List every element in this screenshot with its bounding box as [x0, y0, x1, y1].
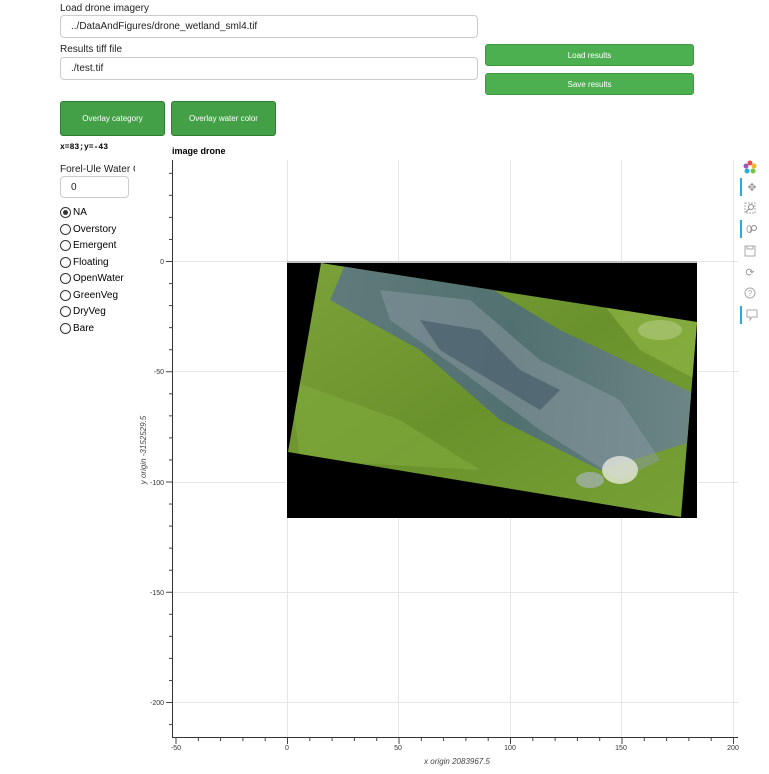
radio-label: DryVeg [73, 305, 106, 317]
x-axis-label: x origin 2083967.5 [423, 757, 490, 766]
load-results-button[interactable]: Load results [485, 44, 694, 66]
svg-text:?: ? [748, 289, 753, 298]
radio-label: Overstory [73, 223, 117, 235]
overlay-category-button[interactable]: Overlay category [60, 101, 165, 136]
x-axis-ticks: -50 0 50 100 150 200 [171, 745, 739, 752]
x-tick-label: 200 [727, 745, 739, 752]
save-icon[interactable] [740, 242, 760, 260]
y-tick-label: -100 [150, 480, 164, 487]
radio-label: Bare [73, 322, 95, 334]
x-tick-label: 0 [285, 745, 289, 752]
reset-icon[interactable]: ⟳ [745, 266, 755, 279]
radio-bare[interactable]: Bare [60, 321, 94, 335]
radio-label: NA [73, 206, 87, 218]
x-tick-label: -50 [171, 745, 181, 752]
radio-greenveg[interactable]: GreenVeg [60, 288, 118, 302]
radio-indicator [60, 305, 71, 317]
radio-label: Emergent [73, 239, 117, 251]
cursor-coordinates: x=83;y=-43 [60, 143, 109, 152]
save-results-button[interactable]: Save results [485, 73, 694, 95]
bokeh-logo-icon[interactable] [740, 158, 760, 176]
radio-indicator [60, 322, 71, 334]
hover-icon[interactable] [740, 306, 762, 324]
radio-emergent[interactable]: Emergent [60, 238, 116, 252]
x-tick-label: 50 [394, 745, 402, 752]
radio-dryveg[interactable]: DryVeg [60, 304, 106, 318]
y-tick-label: -50 [154, 369, 164, 376]
axis-minor-ticks [166, 172, 734, 744]
radio-overstory[interactable]: Overstory [60, 222, 116, 236]
radio-indicator [60, 223, 71, 235]
plot-title: image drone [172, 146, 226, 156]
plot-axes [172, 160, 738, 738]
drone-raster-image [287, 261, 697, 518]
x-tick-label: 100 [504, 745, 516, 752]
x-tick-label: 150 [615, 745, 627, 752]
radio-label: Floating [73, 256, 109, 268]
forel-ule-input[interactable]: 0 [60, 176, 129, 198]
forel-ule-label: Forel-Ule Water C [60, 164, 135, 175]
radio-indicator [60, 272, 71, 284]
y-axis-label: y origin -3152529.5 [139, 415, 148, 485]
pan-icon[interactable]: ✥ [740, 178, 762, 196]
radio-indicator [60, 256, 71, 268]
overlay-water-color-button[interactable]: Overlay water color [171, 101, 276, 136]
radio-openwater[interactable]: OpenWater [60, 271, 124, 285]
load-imagery-label: Load drone imagery [60, 3, 149, 14]
y-tick-label: 0 [160, 259, 164, 266]
radio-label: OpenWater [73, 272, 124, 284]
y-tick-label: -200 [150, 700, 164, 707]
wheel-zoom-icon[interactable] [740, 220, 762, 238]
y-tick-label: -150 [150, 590, 164, 597]
y-axis-ticks: 0 -50 -100 -150 -200 [150, 259, 164, 707]
help-icon[interactable]: ? [740, 284, 760, 302]
radio-indicator [60, 206, 71, 218]
radio-na[interactable]: NA [60, 205, 87, 219]
box-zoom-icon[interactable] [740, 199, 760, 217]
radio-label: GreenVeg [73, 289, 119, 301]
radio-indicator [60, 239, 71, 251]
results-path-input[interactable]: ./test.tif [60, 57, 478, 80]
radio-indicator [60, 289, 71, 301]
imagery-path-input[interactable]: ../DataAndFigures/drone_wetland_sml4.tif [60, 15, 478, 38]
results-file-label: Results tiff file [60, 44, 123, 55]
radio-floating[interactable]: Floating [60, 255, 109, 269]
